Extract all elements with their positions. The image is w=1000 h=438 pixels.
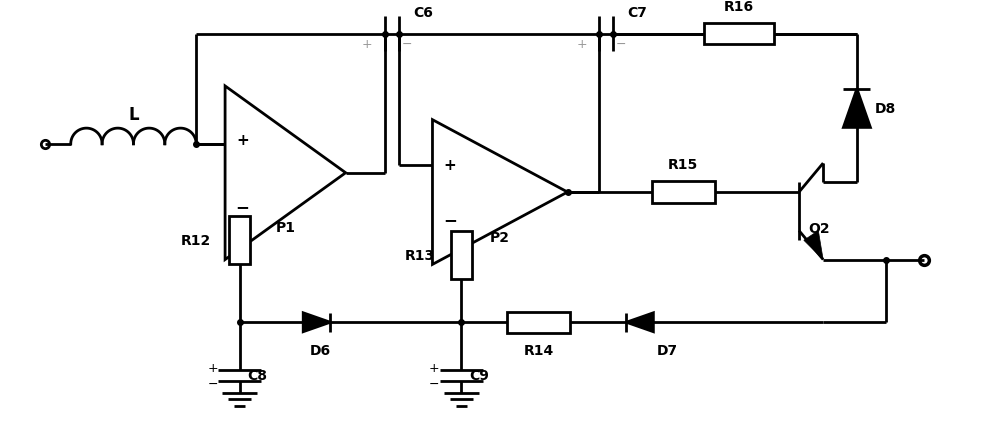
Text: −: − xyxy=(429,377,440,390)
Text: Q2: Q2 xyxy=(809,222,830,236)
Text: C8: C8 xyxy=(247,368,267,382)
Text: R13: R13 xyxy=(404,248,434,262)
Text: R14: R14 xyxy=(523,344,554,358)
Text: C9: C9 xyxy=(469,368,489,382)
Text: +: + xyxy=(576,38,587,51)
Text: C7: C7 xyxy=(627,6,647,20)
Text: −: − xyxy=(443,211,457,229)
Text: D8: D8 xyxy=(874,102,896,116)
Text: R16: R16 xyxy=(724,0,754,14)
Text: −: − xyxy=(207,377,218,390)
Text: D6: D6 xyxy=(310,344,331,358)
Text: +: + xyxy=(443,158,456,173)
Bar xyxy=(652,182,715,203)
Polygon shape xyxy=(843,90,870,128)
Bar xyxy=(451,231,472,279)
Text: R12: R12 xyxy=(180,234,211,248)
Bar xyxy=(704,24,774,46)
Polygon shape xyxy=(432,120,568,265)
Text: P1: P1 xyxy=(275,220,295,234)
Bar xyxy=(507,312,570,333)
Polygon shape xyxy=(225,87,346,260)
Text: −: − xyxy=(616,38,626,51)
Text: R15: R15 xyxy=(668,157,698,171)
Polygon shape xyxy=(303,313,330,332)
Polygon shape xyxy=(626,313,653,332)
Text: +: + xyxy=(207,361,218,374)
Text: +: + xyxy=(429,361,440,374)
Text: +: + xyxy=(236,133,249,148)
Text: −: − xyxy=(402,38,412,51)
Text: P2: P2 xyxy=(490,230,510,244)
Text: +: + xyxy=(362,38,373,51)
Bar xyxy=(229,217,250,265)
Text: C6: C6 xyxy=(413,6,433,20)
Text: −: − xyxy=(236,197,249,215)
Polygon shape xyxy=(804,231,823,260)
Text: L: L xyxy=(128,105,139,123)
Text: D7: D7 xyxy=(657,344,678,358)
